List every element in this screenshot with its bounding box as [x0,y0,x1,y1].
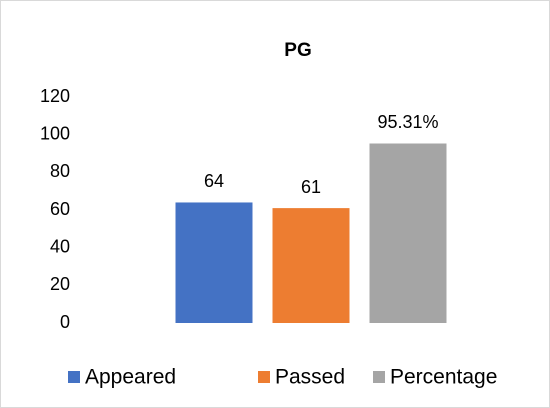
data-label: 95.31% [377,112,438,132]
legend-label: Appeared [85,366,176,389]
legend-swatch [258,371,270,383]
y-tick-label: 120 [40,86,70,106]
y-tick-label: 20 [50,274,70,294]
chart-title: PG [284,40,311,61]
data-label: 64 [204,171,224,191]
legend-label: Percentage [390,366,497,389]
legend-swatch [373,371,385,383]
y-tick-label: 60 [50,199,70,219]
legend-label: Passed [275,366,345,389]
y-tick-label: 80 [50,161,70,181]
bar [272,208,350,323]
data-label: 61 [301,177,321,197]
bar [369,143,447,323]
y-tick-label: 0 [60,312,70,332]
y-tick-label: 40 [50,236,70,256]
legend-swatch [68,371,80,383]
bar [175,202,253,323]
y-tick-label: 100 [40,123,70,143]
